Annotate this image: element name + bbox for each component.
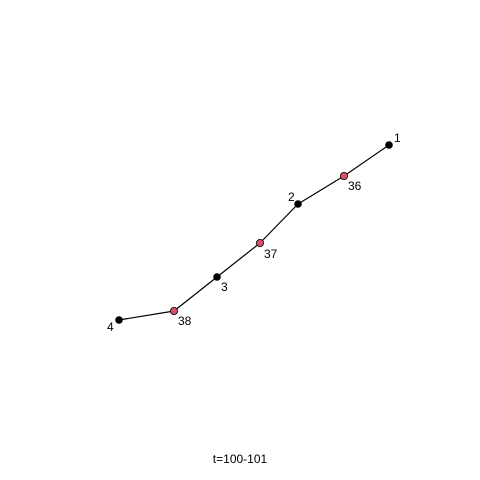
node-label-3: 3 <box>221 280 228 294</box>
node-label-37: 37 <box>264 247 278 261</box>
node-2 <box>294 200 302 208</box>
node-label-4: 4 <box>107 320 114 334</box>
nodes-layer <box>115 141 393 324</box>
edge-37-3 <box>216 242 261 278</box>
node-label-1: 1 <box>394 131 401 145</box>
time-caption: t=100-101 <box>212 452 268 466</box>
edge-2-37 <box>259 203 299 244</box>
node-3 <box>213 273 221 281</box>
node-38 <box>169 306 178 315</box>
edge-3-38 <box>173 276 218 312</box>
edges-layer <box>118 144 390 321</box>
edge-1-36 <box>343 144 390 177</box>
node-label-36: 36 <box>348 179 362 193</box>
node-1 <box>385 141 393 149</box>
labels-layer: 1 36 2 37 3 38 4 <box>107 131 401 334</box>
node-36 <box>339 171 348 180</box>
node-label-38: 38 <box>178 314 192 328</box>
node-37 <box>255 238 264 247</box>
edge-38-4 <box>118 310 175 321</box>
node-label-2: 2 <box>288 190 295 204</box>
node-4 <box>115 316 123 324</box>
edge-36-2 <box>297 175 345 205</box>
